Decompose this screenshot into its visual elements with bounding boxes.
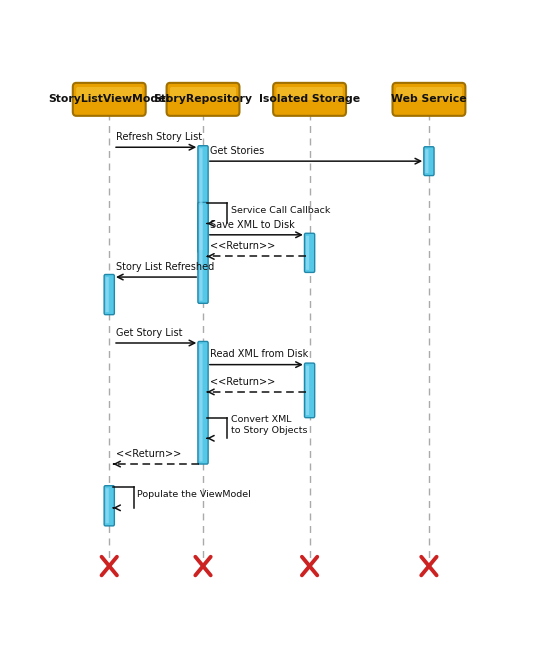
FancyBboxPatch shape	[273, 83, 346, 116]
FancyBboxPatch shape	[200, 344, 202, 462]
FancyBboxPatch shape	[393, 83, 465, 116]
Text: Populate the ViewModel: Populate the ViewModel	[137, 490, 251, 499]
Text: Read XML from Disk: Read XML from Disk	[210, 349, 309, 359]
FancyBboxPatch shape	[424, 147, 434, 175]
Text: Service Call Callback: Service Call Callback	[231, 205, 330, 215]
Text: Save XML to Disk: Save XML to Disk	[210, 219, 295, 229]
Text: Story List Refreshed: Story List Refreshed	[117, 262, 214, 272]
Text: <<Return>>: <<Return>>	[210, 377, 276, 387]
FancyBboxPatch shape	[76, 87, 142, 100]
FancyBboxPatch shape	[200, 149, 202, 250]
Text: StoryRepository: StoryRepository	[153, 94, 252, 104]
Text: Refresh Story List: Refresh Story List	[117, 132, 202, 142]
FancyBboxPatch shape	[198, 341, 208, 464]
FancyBboxPatch shape	[305, 363, 315, 417]
FancyBboxPatch shape	[106, 277, 109, 312]
Text: Get Stories: Get Stories	[210, 146, 265, 156]
FancyBboxPatch shape	[425, 149, 428, 173]
FancyBboxPatch shape	[306, 366, 309, 415]
FancyBboxPatch shape	[198, 202, 208, 303]
Text: Convert XML
to Story Objects: Convert XML to Story Objects	[231, 415, 307, 435]
FancyBboxPatch shape	[104, 274, 114, 314]
FancyBboxPatch shape	[305, 233, 315, 272]
Text: <<Return>>: <<Return>>	[210, 242, 276, 252]
FancyBboxPatch shape	[198, 146, 208, 253]
FancyBboxPatch shape	[277, 87, 343, 100]
FancyBboxPatch shape	[167, 83, 239, 116]
FancyBboxPatch shape	[106, 488, 109, 523]
FancyBboxPatch shape	[306, 236, 309, 270]
Text: Isolated Storage: Isolated Storage	[259, 94, 360, 104]
FancyBboxPatch shape	[396, 87, 462, 100]
FancyBboxPatch shape	[200, 205, 202, 301]
FancyBboxPatch shape	[73, 83, 146, 116]
Text: <<Return>>: <<Return>>	[117, 449, 182, 459]
FancyBboxPatch shape	[104, 486, 114, 526]
Text: Web Service: Web Service	[391, 94, 467, 104]
FancyBboxPatch shape	[170, 87, 236, 100]
Text: StoryListViewModel: StoryListViewModel	[49, 94, 170, 104]
Text: Get Story List: Get Story List	[117, 328, 183, 338]
